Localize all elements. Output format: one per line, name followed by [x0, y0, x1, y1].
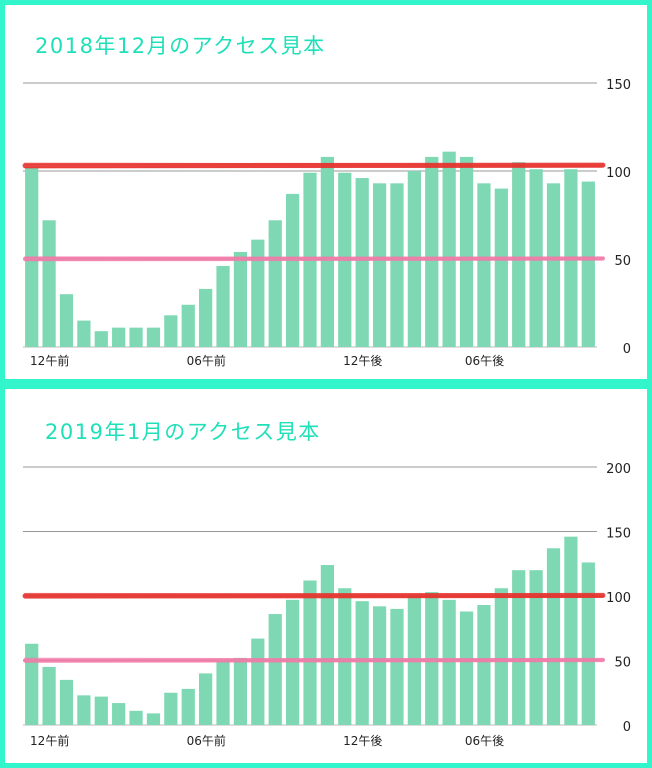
bar — [216, 266, 230, 347]
y-tick-label: 50 — [614, 656, 631, 671]
bar — [425, 156, 439, 347]
bar — [268, 614, 282, 725]
reference-line-stroke — [24, 596, 604, 599]
bar — [94, 331, 108, 347]
y-tick-label: 0 — [623, 720, 631, 735]
bar — [355, 178, 369, 347]
bar — [94, 696, 108, 725]
chart-panel-january: 2019年1月のアクセス見本 200 150 100 50 0 12午前 06午前 12午後 06… — [0, 384, 652, 768]
y-tick-label: 100 — [606, 591, 631, 606]
x-tick-label: 06午後 — [465, 734, 504, 748]
bar — [233, 251, 248, 347]
bar — [181, 688, 195, 725]
reference-line-stroke — [24, 259, 604, 262]
bar — [372, 606, 387, 725]
x-tick-label: 12午前 — [30, 353, 69, 368]
bar — [164, 692, 178, 725]
chart-title: 2018年12月のアクセス見本 — [35, 34, 326, 58]
x-tick-label: 12午前 — [30, 733, 69, 748]
bar — [564, 536, 578, 725]
reference-line-high — [22, 162, 606, 169]
bar — [459, 611, 474, 725]
bar — [303, 580, 317, 725]
bar — [42, 666, 56, 725]
reference-line-stroke — [24, 660, 604, 663]
chart-panel-december: 2018年12月のアクセス見本 150 100 50 0 12午前 06午前 12午後 06午後 — [0, 0, 652, 384]
bar — [112, 327, 126, 347]
y-tick-label: 0 — [623, 342, 631, 357]
bar — [459, 156, 474, 347]
bar — [112, 703, 126, 725]
bar — [355, 601, 369, 725]
bar — [581, 181, 595, 347]
bar — [581, 562, 595, 725]
bar — [42, 220, 56, 347]
bar — [199, 288, 213, 347]
bar — [146, 327, 161, 347]
bar — [442, 599, 456, 725]
bar — [129, 710, 143, 725]
bar — [233, 657, 248, 725]
y-tick-label: 200 — [606, 462, 631, 477]
bar — [372, 183, 387, 347]
y-tick-label: 50 — [614, 254, 631, 269]
bar-chart-january: 2019年1月のアクセス見本 200 150 100 50 0 12午前 06午前 12午後 06… — [22, 420, 631, 748]
bar — [512, 570, 526, 725]
chart-title: 2019年1月のアクセス見本 — [45, 420, 321, 444]
bar — [546, 183, 561, 347]
reference-line-low — [23, 657, 605, 663]
bar — [181, 304, 195, 347]
bar — [77, 695, 91, 725]
reference-line-low — [23, 256, 605, 262]
bar — [59, 294, 74, 347]
bar — [529, 570, 543, 725]
bar — [59, 679, 74, 725]
bar — [146, 713, 161, 725]
bar — [285, 193, 300, 347]
bar — [338, 588, 352, 725]
bar — [216, 660, 230, 725]
bar — [77, 320, 91, 347]
y-tick-label: 150 — [606, 78, 631, 93]
bar — [25, 643, 39, 725]
reference-line-stroke — [23, 592, 605, 597]
bar — [320, 156, 335, 347]
bar — [442, 151, 456, 347]
bar — [390, 183, 404, 347]
x-tick-label: 12午後 — [343, 354, 382, 368]
reference-line-stroke — [23, 162, 605, 167]
bar — [268, 220, 282, 347]
x-tick-label: 06午前 — [187, 733, 226, 748]
bar — [390, 608, 404, 725]
bar — [477, 183, 491, 347]
reference-line-high — [22, 592, 606, 599]
reference-line-stroke — [24, 165, 604, 169]
bar — [494, 588, 508, 725]
x-tick-label: 06午前 — [187, 353, 226, 368]
x-tick-label: 12午後 — [343, 734, 382, 748]
bar — [546, 548, 561, 725]
bar — [512, 162, 526, 347]
bar — [477, 605, 491, 725]
y-tick-label: 100 — [606, 166, 631, 181]
bar — [494, 188, 508, 347]
bar — [164, 315, 178, 347]
y-tick-label: 150 — [606, 527, 631, 542]
bar — [129, 327, 143, 347]
reference-line-stroke — [23, 256, 605, 260]
bar — [251, 638, 265, 725]
bar — [199, 673, 213, 725]
x-tick-label: 06午後 — [465, 354, 504, 368]
bar — [320, 565, 335, 725]
bar-chart-december: 2018年12月のアクセス見本 150 100 50 0 12午前 06午前 12午後 06午後 — [22, 34, 631, 368]
reference-line-stroke — [23, 657, 605, 661]
bar — [251, 239, 265, 347]
